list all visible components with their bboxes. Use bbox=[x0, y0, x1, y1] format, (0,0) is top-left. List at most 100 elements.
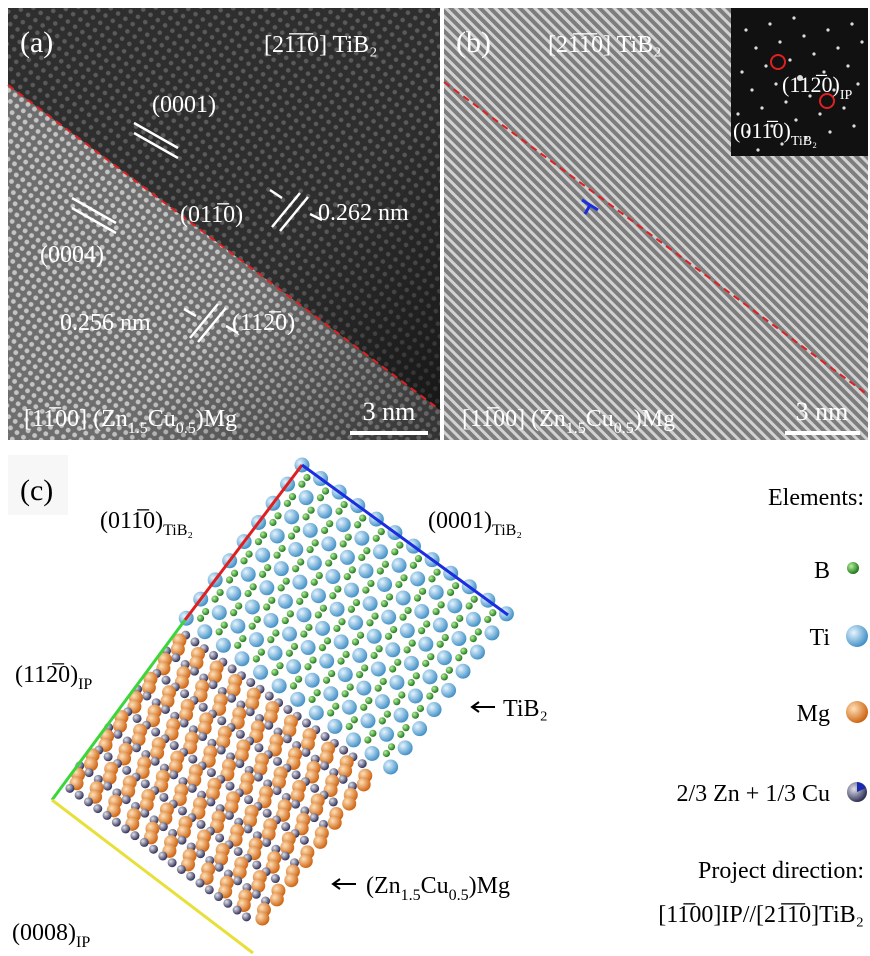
b-atom bbox=[431, 686, 438, 693]
ti-atom bbox=[363, 596, 378, 611]
ti-atom bbox=[253, 665, 268, 680]
ti-atom bbox=[354, 531, 369, 546]
mg-atom bbox=[328, 816, 342, 830]
zn-atom bbox=[300, 836, 309, 845]
fft-spot bbox=[768, 22, 771, 25]
b-atom bbox=[311, 579, 318, 586]
b-atom bbox=[381, 600, 388, 607]
b-atom bbox=[400, 574, 407, 581]
ti-atom bbox=[226, 586, 241, 601]
ti-atom bbox=[344, 583, 359, 598]
ti-atom bbox=[241, 567, 256, 582]
zn-atom bbox=[217, 746, 226, 755]
ti-atom bbox=[342, 700, 357, 715]
b-atom bbox=[438, 601, 445, 608]
b-atom bbox=[428, 575, 435, 582]
b-atom bbox=[398, 691, 405, 698]
fft-spot bbox=[826, 28, 829, 31]
b-atom bbox=[249, 623, 256, 630]
b-atom bbox=[255, 538, 262, 545]
legend-b bbox=[847, 562, 859, 574]
ti-atom bbox=[389, 675, 404, 690]
b-atom bbox=[253, 655, 260, 662]
subscript: 0.5 bbox=[614, 420, 634, 437]
ti-atom bbox=[451, 631, 466, 646]
b-atom bbox=[441, 673, 448, 680]
legend-title: Project direction: bbox=[698, 858, 864, 884]
subscript: IP bbox=[78, 676, 92, 693]
zone-axis: [21̅1̅0] TiB₂ bbox=[548, 32, 662, 58]
b-atom bbox=[455, 654, 462, 661]
b-atom bbox=[312, 539, 319, 546]
ti-atom bbox=[307, 556, 322, 571]
zn-atom bbox=[130, 831, 139, 840]
text-part: (112̅0) bbox=[782, 72, 840, 97]
b-atom bbox=[300, 630, 307, 637]
zn-atom bbox=[151, 757, 160, 766]
zn-atom bbox=[215, 863, 224, 872]
ti-atom bbox=[270, 528, 285, 543]
mg-atom bbox=[284, 873, 298, 887]
fft-spot bbox=[792, 16, 795, 19]
b-atom bbox=[361, 664, 368, 671]
b-atom bbox=[291, 643, 298, 650]
b-atom bbox=[414, 594, 421, 601]
b-atom bbox=[357, 632, 364, 639]
ti-atom bbox=[414, 604, 429, 619]
ti-atom bbox=[365, 746, 380, 761]
b-atom bbox=[378, 528, 385, 535]
fft-spot bbox=[818, 112, 821, 115]
b-atom bbox=[373, 535, 380, 542]
b-atom bbox=[367, 580, 374, 587]
zn-atom bbox=[246, 678, 255, 687]
b-atom bbox=[360, 704, 367, 711]
ti-atom bbox=[216, 638, 231, 653]
zn-atom bbox=[310, 784, 319, 793]
b-atom bbox=[283, 578, 290, 585]
zn-atom bbox=[265, 691, 274, 700]
b-atom bbox=[396, 542, 403, 549]
ti-atom bbox=[249, 632, 264, 647]
zn-atom bbox=[93, 804, 102, 813]
zn-atom bbox=[199, 703, 208, 712]
fft-spot bbox=[850, 22, 853, 25]
b-atom bbox=[282, 617, 289, 624]
zn-atom bbox=[209, 680, 218, 689]
subscript: IP bbox=[76, 934, 90, 951]
zn-atom bbox=[205, 885, 214, 894]
ti-atom bbox=[263, 613, 278, 628]
ti-atom bbox=[255, 548, 270, 563]
b-atom bbox=[349, 566, 356, 573]
fft-spot bbox=[784, 100, 787, 103]
ti-atom bbox=[284, 509, 299, 524]
ti-atom bbox=[383, 759, 398, 774]
b-atom bbox=[271, 669, 278, 676]
b-atom bbox=[417, 705, 424, 712]
fft-spot bbox=[846, 64, 849, 67]
b-atom bbox=[264, 564, 271, 571]
ti-atom bbox=[274, 561, 289, 576]
b-atom bbox=[260, 531, 267, 538]
b-atom bbox=[226, 576, 233, 583]
b-atom bbox=[305, 624, 312, 631]
ti-atom bbox=[381, 610, 396, 625]
zn-atom bbox=[301, 748, 310, 757]
b-atom bbox=[348, 606, 355, 613]
mg-atom bbox=[270, 892, 284, 906]
b-atom bbox=[410, 562, 417, 569]
ti-atom bbox=[197, 624, 212, 639]
b-atom bbox=[365, 697, 372, 704]
zn-atom bbox=[252, 860, 261, 869]
mg-atom bbox=[357, 777, 371, 791]
b-atom bbox=[358, 554, 365, 561]
zn-atom bbox=[339, 775, 348, 784]
b-atom bbox=[333, 625, 340, 632]
zn-atom bbox=[329, 797, 338, 806]
legend-ti bbox=[846, 625, 868, 647]
b-atom bbox=[451, 621, 458, 628]
text-part: )Mg bbox=[196, 406, 237, 432]
b-atom bbox=[267, 636, 274, 643]
zn-atom bbox=[75, 791, 84, 800]
ti-atom bbox=[470, 645, 485, 660]
zn-atom bbox=[113, 730, 122, 739]
